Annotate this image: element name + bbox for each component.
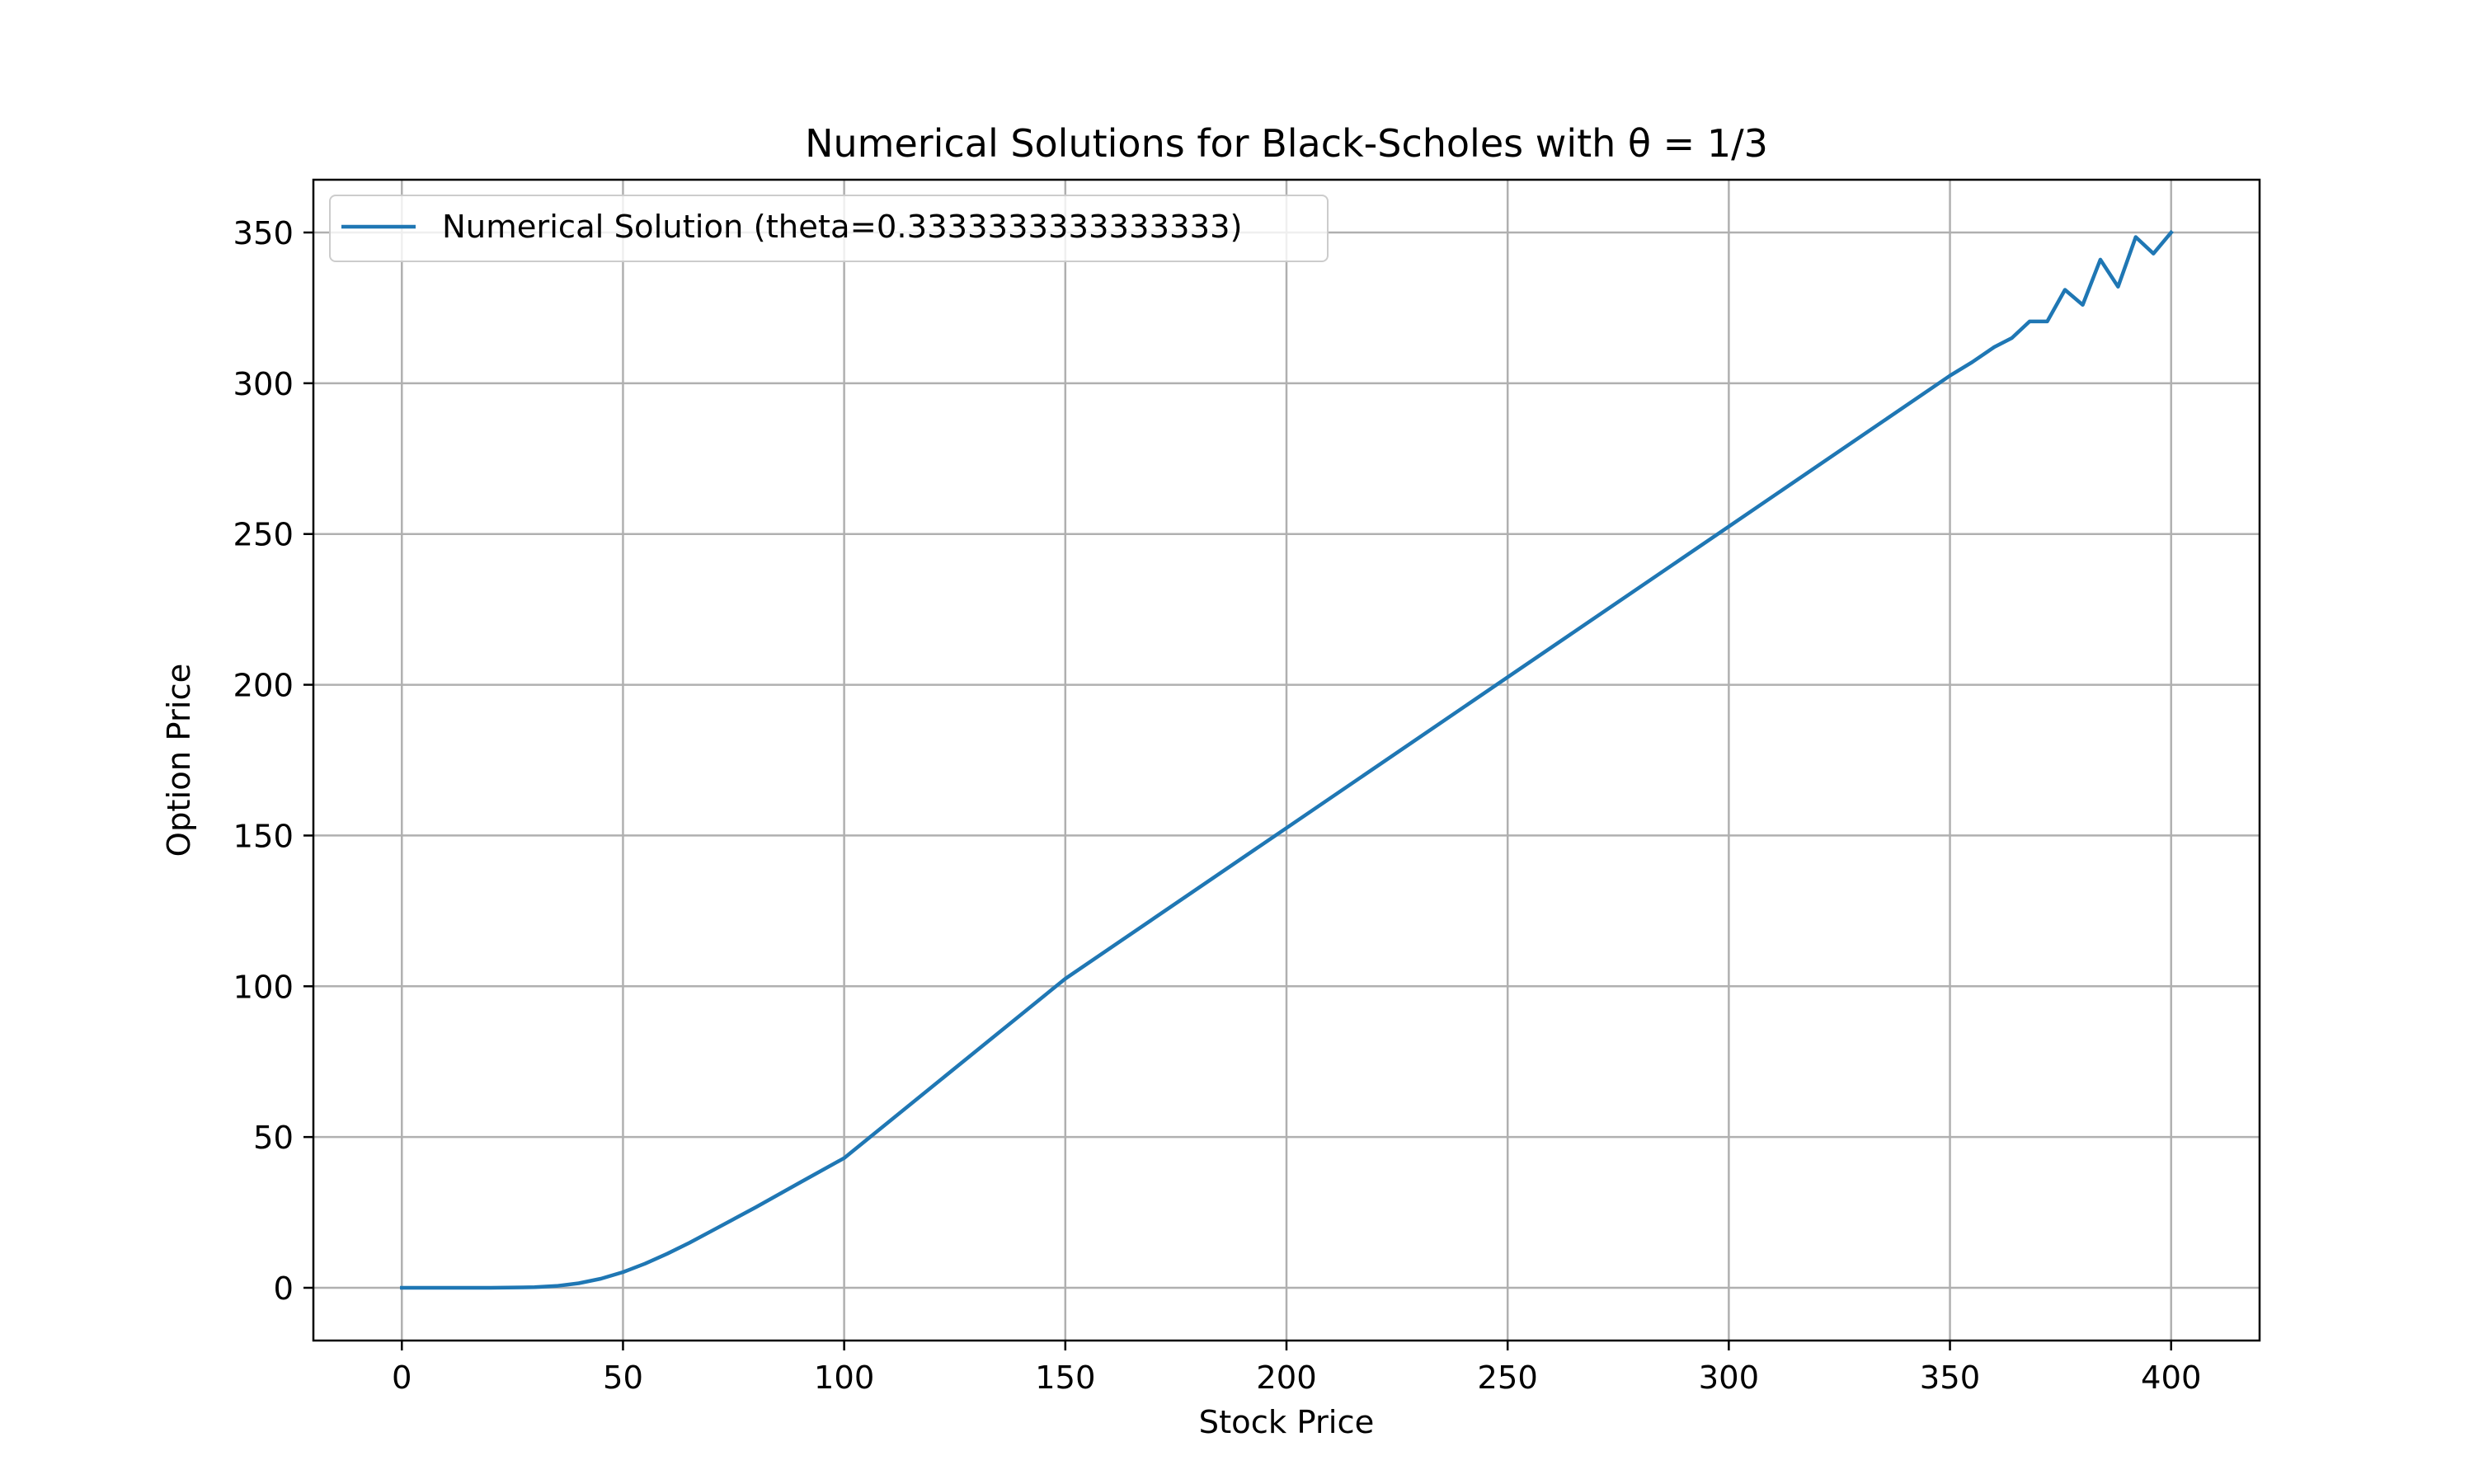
x-tick-label: 400 xyxy=(2141,1360,2202,1397)
legend: Numerical Solution (theta=0.333333333333… xyxy=(329,195,1329,262)
y-tick-label: 100 xyxy=(233,969,294,1006)
x-tick-label: 50 xyxy=(603,1360,643,1397)
chart-title: Numerical Solutions for Black-Scholes wi… xyxy=(805,121,1768,166)
x-tick-label: 100 xyxy=(814,1360,875,1397)
y-tick-label: 300 xyxy=(233,366,294,403)
x-tick-label: 300 xyxy=(1699,1360,1760,1397)
y-tick-label: 250 xyxy=(233,517,294,554)
series-layer xyxy=(400,229,2174,1290)
series-line xyxy=(400,229,2174,1290)
legend-label: Numerical Solution (theta=0.333333333333… xyxy=(442,209,1243,246)
x-tick-label: 250 xyxy=(1477,1360,1538,1397)
grid-layer xyxy=(313,180,2260,1341)
y-axis-label: Option Price xyxy=(161,664,198,857)
tick-layer: 0 50 100 150 200 250 300 350 400 0 50 100 150 200 250 3… xyxy=(233,215,2202,1397)
x-tick-label: 150 xyxy=(1035,1360,1096,1397)
x-tick-label: 200 xyxy=(1256,1360,1317,1397)
y-tick-label: 50 xyxy=(253,1120,294,1157)
legend-box xyxy=(329,195,1329,262)
y-tick-label: 0 xyxy=(274,1270,294,1308)
y-tick-label: 350 xyxy=(233,215,294,252)
x-axis-label: Stock Price xyxy=(1199,1404,1375,1441)
y-tick-label: 200 xyxy=(233,668,294,705)
x-tick-label: 350 xyxy=(1920,1360,1981,1397)
x-tick-label: 0 xyxy=(392,1360,412,1397)
y-tick-label: 150 xyxy=(233,818,294,855)
